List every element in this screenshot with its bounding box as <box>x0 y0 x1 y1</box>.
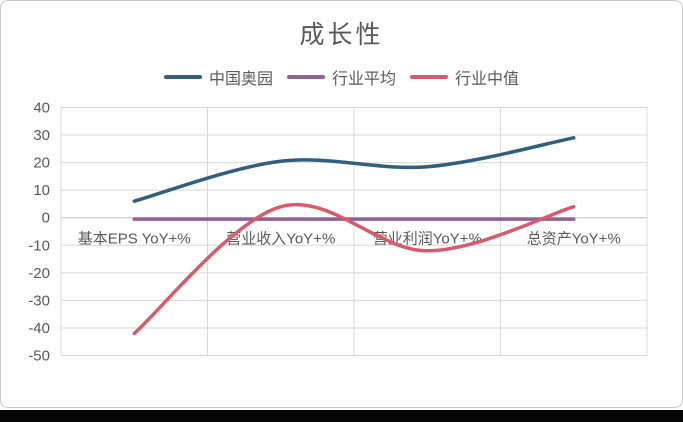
x-category-label: 基本EPS YoY+% <box>78 231 191 248</box>
legend-label-1: 行业平均 <box>331 71 396 88</box>
y-tick-label: 40 <box>33 100 50 117</box>
y-tick-label: 0 <box>42 210 50 227</box>
legend-swatch-0 <box>163 75 202 79</box>
legend-item-0: 中国奥园 <box>163 65 273 89</box>
chart-plot-area: 40 30 20 10 0 -10 -20 -30 -40 -50 基本EPS YoY+% 营业收入Y… <box>28 100 648 365</box>
chart-title: 成长性 <box>299 21 384 49</box>
chart-card: 成长性 中国奥园 行业平均 行业中值 40 30 20 10 0 -10 -20 -30 -40 -5… <box>0 0 683 408</box>
y-tick-label: -20 <box>28 265 50 282</box>
legend-swatch-1 <box>286 75 325 79</box>
x-category-label: 总资产YoY+% <box>527 231 621 248</box>
bottom-shadow-bar <box>0 410 683 422</box>
x-category-label: 营业收入YoY+% <box>226 231 335 248</box>
legend-item-1: 行业平均 <box>286 65 396 89</box>
y-tick-label: 20 <box>33 155 50 172</box>
legend-label-2: 行业中值 <box>455 71 520 88</box>
y-tick-label: 30 <box>33 127 50 144</box>
legend-swatch-2 <box>410 75 448 79</box>
legend-label-0: 中国奥园 <box>208 71 273 88</box>
y-tick-label: -40 <box>28 320 50 337</box>
series-line-0 <box>132 136 576 203</box>
series-line-2 <box>132 203 576 336</box>
y-tick-label: -30 <box>28 292 50 309</box>
chart-legend: 中国奥园 行业平均 行业中值 <box>1 65 682 89</box>
y-tick-label: 10 <box>33 182 50 199</box>
y-tick-label: -50 <box>28 348 50 365</box>
legend-item-2: 行业中值 <box>410 65 519 89</box>
y-tick-label: -10 <box>28 237 50 254</box>
x-category-label: 营业利润YoY+% <box>373 231 482 248</box>
